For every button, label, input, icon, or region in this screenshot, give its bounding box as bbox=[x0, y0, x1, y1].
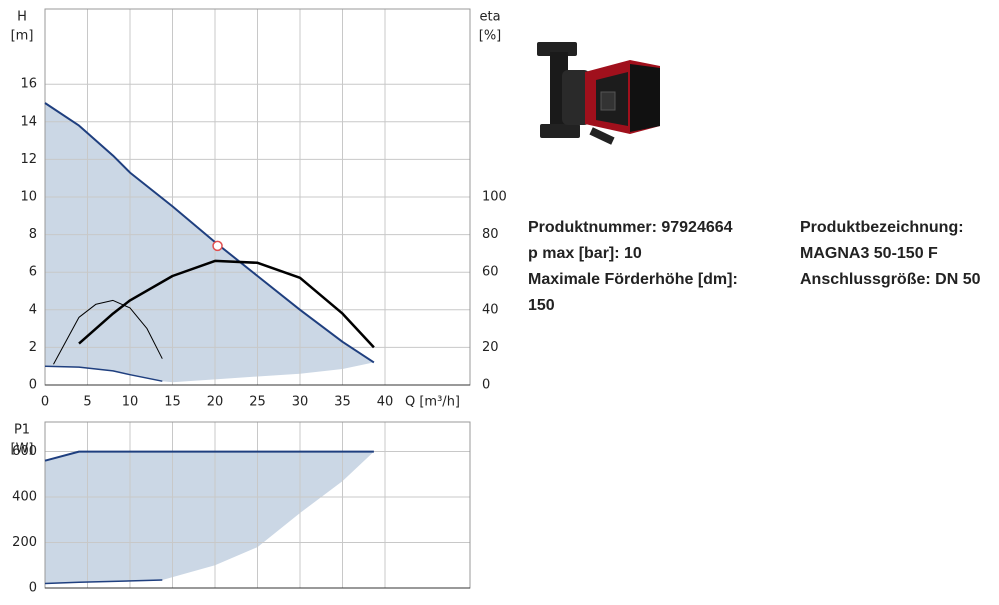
y-axis-unit: [m] bbox=[11, 29, 34, 44]
y-tick-label: 200 bbox=[12, 535, 37, 550]
y-axis-label: P1 bbox=[14, 423, 30, 438]
x-tick-label: 20 bbox=[207, 395, 224, 410]
curve bbox=[44, 102, 375, 364]
y2-axis-label: eta bbox=[479, 10, 500, 25]
y2-tick-label: 40 bbox=[482, 302, 499, 317]
x-tick-label: 40 bbox=[377, 395, 394, 410]
info-line: Produktnummer: 97924664 bbox=[528, 219, 733, 236]
y-axis-unit: [W] bbox=[11, 442, 34, 457]
x-tick-label: 15 bbox=[164, 395, 181, 410]
y-tick-label: 600 bbox=[12, 444, 37, 459]
y-axis-label: H bbox=[17, 10, 27, 25]
x-tick-label: 0 bbox=[41, 395, 49, 410]
info-line: p max [bar]: 10 bbox=[528, 245, 642, 262]
y-tick-label: 8 bbox=[29, 227, 37, 242]
y-tick-label: 4 bbox=[29, 302, 37, 317]
x-tick-label: 35 bbox=[334, 395, 351, 410]
y-tick-label: 0 bbox=[29, 378, 37, 393]
curve bbox=[44, 579, 163, 585]
curve bbox=[44, 365, 163, 382]
y-tick-label: 2 bbox=[29, 340, 37, 355]
product-info-right: Produktbezeichnung: MAGNA3 50-150 F Ansc… bbox=[800, 215, 995, 293]
info-line: Produktbezeichnung: bbox=[800, 219, 964, 236]
y-tick-label: 12 bbox=[20, 152, 37, 167]
y-tick-label: 400 bbox=[12, 490, 37, 505]
y2-tick-label: 0 bbox=[482, 378, 490, 393]
info-line: Maximale Förderhöhe [dm]: 150 bbox=[528, 271, 738, 314]
operating-range-area bbox=[45, 103, 374, 383]
y2-tick-label: 80 bbox=[482, 227, 499, 242]
y-tick-label: 14 bbox=[20, 114, 37, 129]
y-tick-label: 6 bbox=[29, 265, 37, 280]
operating-point bbox=[212, 240, 223, 252]
curve bbox=[53, 299, 163, 365]
x-tick-label: 5 bbox=[83, 395, 91, 410]
info-line: Anschlussgröße: DN 50 bbox=[800, 271, 981, 288]
product-info-left: Produktnummer: 97924664 p max [bar]: 10 … bbox=[528, 215, 768, 319]
x-tick-label: 30 bbox=[292, 395, 309, 410]
y-tick-label: 10 bbox=[20, 190, 37, 205]
x-axis-label: Q [m³/h] bbox=[405, 395, 460, 410]
x-tick-label: 10 bbox=[122, 395, 139, 410]
operating-range-area bbox=[45, 451, 374, 584]
y2-tick-label: 20 bbox=[482, 340, 499, 355]
curve bbox=[78, 259, 375, 349]
pump-image bbox=[537, 42, 660, 145]
info-line: MAGNA3 50-150 F bbox=[800, 245, 938, 262]
y-tick-label: 0 bbox=[29, 581, 37, 596]
y2-axis-unit: [%] bbox=[479, 29, 502, 44]
x-tick-label: 25 bbox=[249, 395, 266, 410]
y2-tick-label: 100 bbox=[482, 190, 507, 205]
y2-tick-label: 60 bbox=[482, 265, 499, 280]
curve bbox=[44, 450, 374, 462]
y-tick-label: 16 bbox=[20, 77, 37, 92]
